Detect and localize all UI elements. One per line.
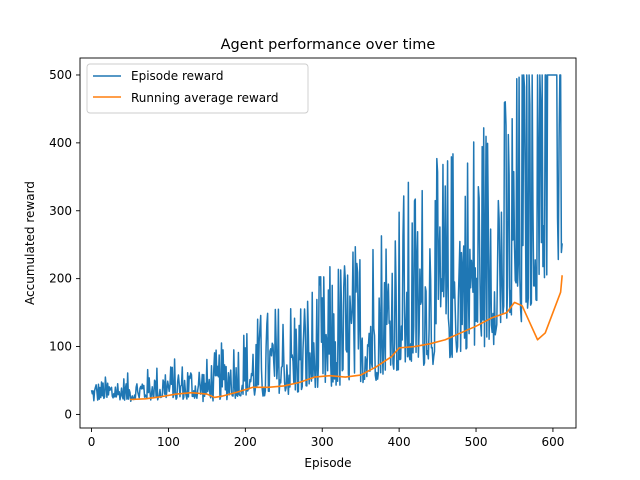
x-tick-label-400: 400 — [388, 435, 411, 449]
legend-label-running-average: Running average reward — [131, 91, 279, 105]
y-tick-label-0: 0 — [64, 407, 72, 421]
y-tick-label-100: 100 — [49, 340, 72, 354]
x-tick-label-100: 100 — [157, 435, 180, 449]
y-tick-label-300: 300 — [49, 204, 72, 218]
legend-label-episode-reward: Episode reward — [131, 69, 224, 83]
x-tick-label-0: 0 — [88, 435, 96, 449]
y-tick-label-200: 200 — [49, 272, 72, 286]
x-tick-label-600: 600 — [541, 435, 564, 449]
running-average-line — [129, 275, 563, 401]
legend: Episode reward Running average reward — [86, 63, 309, 114]
y-axis: 0 100 200 300 400 500 — [49, 68, 80, 421]
y-tick-label-500: 500 — [49, 68, 72, 82]
x-tick-label-300: 300 — [311, 435, 334, 449]
plot-area — [79, 57, 577, 429]
legend-box — [86, 63, 309, 114]
episode-reward-series — [90, 74, 563, 403]
episode-reward-line — [90, 74, 563, 403]
x-tick-label-500: 500 — [465, 435, 488, 449]
y-axis-label: Accumulated reward — [23, 181, 37, 305]
x-axis-label: Episode — [304, 456, 351, 470]
plot-frame — [79, 57, 577, 429]
x-tick-label-200: 200 — [234, 435, 257, 449]
y-tick-label-400: 400 — [49, 136, 72, 150]
running-average-series — [129, 275, 563, 401]
chart-title: Agent performance over time — [221, 37, 436, 53]
x-axis: 0 100 200 300 400 500 600 — [88, 428, 564, 449]
